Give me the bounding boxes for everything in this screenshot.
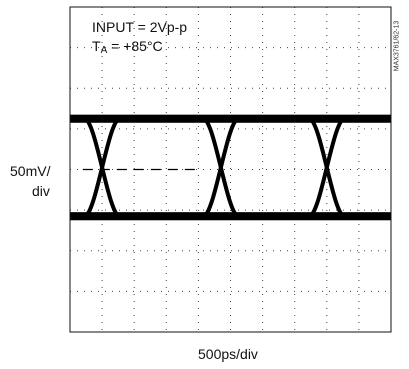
annotation-input: INPUT = 2Vp-p	[92, 19, 188, 35]
plot-frame	[69, 6, 392, 333]
trace-high-rail	[70, 114, 391, 123]
eye-crossing-rising	[202, 116, 240, 219]
eye-traces	[70, 114, 391, 221]
y-scale-label: 50mV/	[10, 163, 51, 179]
figure-id: MAX3761/62-13	[392, 6, 402, 86]
eye-crossing-rising	[308, 116, 346, 219]
y-scale-unit: div	[32, 183, 50, 199]
eye-crossing-rising	[83, 116, 121, 219]
trace-low-rail	[70, 212, 391, 221]
figure-id-text: MAX3761/62-13	[393, 20, 401, 72]
x-scale-label: 500ps/div	[198, 346, 258, 362]
annotation-temperature: TA = +85°C	[92, 38, 163, 56]
